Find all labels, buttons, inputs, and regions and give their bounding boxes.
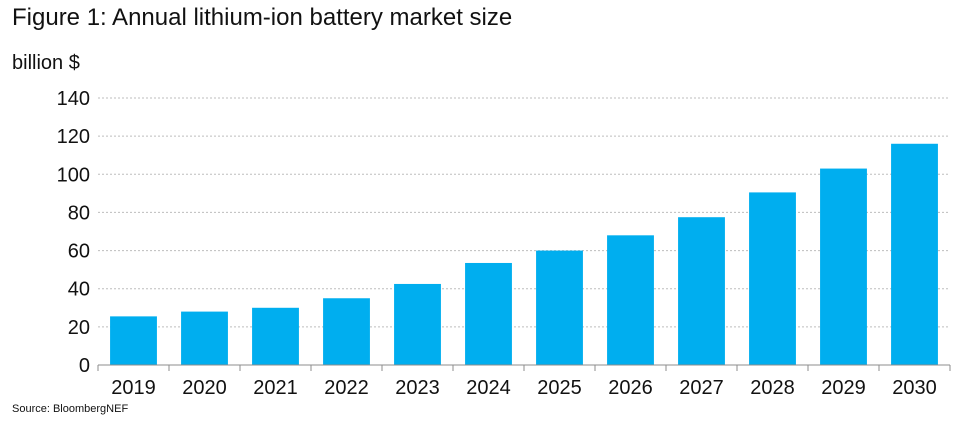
bar-2026 — [607, 235, 654, 365]
x-axis-tick-labels: 2019 2020 2021 2022 2023 2024 2025 2026 2027 2028… — [111, 377, 937, 399]
x-tick-label: 2019 — [111, 377, 156, 399]
y-axis-tick-labels: 0 20 40 60 80 100 120 140 — [57, 88, 90, 377]
source-note: Source: BloombergNEF — [12, 403, 129, 415]
bar-2021 — [252, 307, 299, 365]
y-tick-label: 0 — [79, 355, 90, 377]
y-tick-label: 140 — [57, 88, 90, 110]
x-tick-label: 2030 — [892, 377, 937, 399]
x-axis-tick-marks — [97, 365, 951, 371]
x-tick-label: 2024 — [466, 377, 511, 399]
chart-title: Figure 1: Annual lithium-ion battery mar… — [12, 4, 513, 31]
gridlines — [98, 97, 950, 328]
x-tick-label: 2029 — [821, 377, 866, 399]
x-tick-label: 2027 — [679, 377, 724, 399]
x-tick-label: 2021 — [253, 377, 298, 399]
y-tick-label: 20 — [68, 317, 90, 339]
y-tick-label: 100 — [57, 164, 90, 186]
x-tick-label: 2026 — [608, 377, 653, 399]
x-tick-label: 2020 — [182, 377, 227, 399]
x-tick-label: 2028 — [750, 377, 795, 399]
x-tick-label: 2023 — [395, 377, 440, 399]
bar-2024 — [465, 262, 512, 365]
bars — [110, 143, 938, 365]
x-tick-label: 2025 — [537, 377, 582, 399]
x-tick-label: 2022 — [324, 377, 369, 399]
bar-2027 — [678, 217, 725, 365]
bar-2025 — [536, 250, 583, 365]
bar-2028 — [749, 192, 796, 365]
bar-2029 — [820, 168, 867, 365]
y-tick-label: 40 — [68, 279, 90, 301]
bar-2020 — [181, 311, 228, 365]
y-tick-label: 120 — [57, 126, 90, 148]
y-axis-unit-label: billion $ — [12, 52, 80, 74]
bar-2030 — [891, 143, 938, 365]
bar-2023 — [394, 283, 441, 365]
y-tick-label: 80 — [68, 202, 90, 224]
bar-2022 — [323, 298, 370, 365]
y-tick-label: 60 — [68, 241, 90, 263]
bar-2019 — [110, 316, 157, 365]
